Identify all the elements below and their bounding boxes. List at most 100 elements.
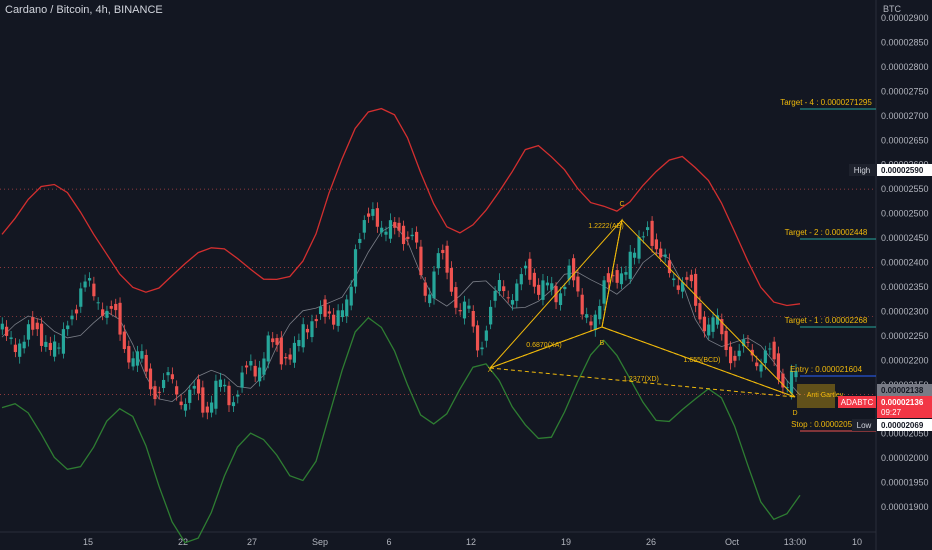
candle-body	[240, 372, 244, 388]
candle-body	[114, 303, 118, 311]
candle-body	[728, 346, 733, 364]
bar-countdown: 09:27	[881, 408, 902, 417]
ratio-bcd: 1.655(BCD)	[684, 357, 721, 364]
pattern-xd-line	[489, 367, 796, 398]
candle-body	[572, 258, 576, 281]
candle-body	[432, 271, 436, 299]
candle-body	[789, 370, 794, 394]
candle-body	[13, 344, 17, 353]
candle-body	[772, 341, 776, 360]
candle-body	[724, 330, 728, 351]
y-tick-label: 0.00001950	[881, 478, 929, 488]
candle-body	[462, 301, 467, 319]
candle-body	[676, 285, 680, 290]
candle-body	[480, 347, 484, 350]
candle-body	[79, 288, 83, 307]
candle-body	[127, 346, 131, 363]
candle-body	[545, 282, 550, 286]
candle-body	[9, 337, 13, 339]
y-tick-label: 0.00002800	[881, 62, 929, 72]
candle-body	[345, 299, 349, 317]
low-value-box	[877, 419, 932, 431]
candle-body	[332, 314, 336, 325]
candle-body	[140, 351, 144, 359]
candle-body	[218, 379, 222, 388]
candle-body	[170, 374, 174, 380]
candle-body	[231, 402, 236, 407]
candle-body	[537, 284, 541, 295]
candle-body	[275, 338, 279, 345]
candle-body	[284, 357, 288, 359]
level-label: Entry : 0.000021604	[790, 365, 863, 374]
candle-body	[236, 394, 240, 397]
y-tick-label: 0.00002200	[881, 355, 929, 365]
candle-body	[663, 254, 667, 257]
symbol-tag-box	[838, 396, 876, 408]
candle-body	[532, 272, 536, 287]
candle-body	[528, 258, 532, 280]
candle-body	[244, 365, 249, 368]
candle-body	[57, 347, 61, 349]
current-price-box[interactable]	[877, 396, 932, 418]
candle-body	[637, 236, 641, 259]
candle-body	[371, 209, 375, 216]
candle-body	[227, 385, 231, 406]
candle-body	[776, 353, 781, 380]
candle-body	[340, 310, 345, 318]
candle-body	[292, 342, 297, 363]
y-tick-label: 0.00002400	[881, 258, 929, 268]
level-label: Target - 1 : 0.00002268	[785, 316, 868, 325]
pattern-bcd-leg	[601, 218, 796, 398]
candle-body	[558, 293, 563, 306]
x-tick-label: 19	[561, 537, 571, 547]
candle-body	[711, 317, 715, 332]
candle-body	[759, 364, 763, 372]
candle-body	[388, 220, 393, 239]
candle-body	[702, 316, 707, 332]
x-tick-label: 15	[83, 537, 93, 547]
candle-body	[301, 324, 305, 348]
candle-body	[689, 274, 693, 282]
candle-body	[210, 402, 214, 413]
candle-body	[781, 373, 785, 388]
candle-body	[667, 260, 672, 274]
x-tick-label: 10	[852, 537, 862, 547]
candle-body	[271, 338, 275, 343]
pattern-point-b: B	[600, 340, 605, 347]
candle-body	[454, 287, 458, 308]
y-tick-label: 0.00001900	[881, 502, 929, 512]
high-tag-label: High	[854, 166, 870, 175]
y-tick-label: 0.00002900	[881, 13, 929, 23]
last-price-value: 0.00002138	[881, 386, 924, 395]
pattern-bd-line	[601, 326, 796, 398]
candle-body	[410, 234, 414, 237]
candle-body	[166, 372, 170, 376]
candle-body	[415, 231, 419, 243]
candle-body	[489, 306, 493, 325]
candle-body	[550, 283, 554, 290]
candle-body	[358, 238, 362, 243]
candle-body	[785, 387, 789, 389]
candle-body	[628, 251, 632, 279]
high-value-box	[877, 164, 932, 176]
candle-body	[153, 386, 157, 400]
candle-body	[205, 406, 209, 413]
candle-body	[118, 302, 122, 335]
low-value: 0.00002069	[881, 421, 924, 430]
candle-body	[428, 294, 432, 304]
candle-body	[598, 306, 602, 320]
y-tick-label: 0.00002300	[881, 306, 929, 316]
pattern-point-d: D	[792, 410, 797, 417]
chart-title: Cardano / Bitcoin, 4h, BINANCE	[5, 4, 163, 16]
red-overlay-line	[1, 107, 801, 307]
candle-body	[349, 286, 353, 306]
candle-body	[794, 370, 798, 378]
candle-body	[288, 354, 292, 360]
ratio-ab: 1.2222(AB)	[588, 223, 623, 230]
level-label: Stop : 0.000020528	[791, 420, 861, 429]
candle-body	[602, 280, 606, 304]
y-tick-label: 0.00002850	[881, 37, 929, 47]
y-tick-label: 0.00002050	[881, 429, 929, 439]
candle-body	[53, 341, 57, 357]
